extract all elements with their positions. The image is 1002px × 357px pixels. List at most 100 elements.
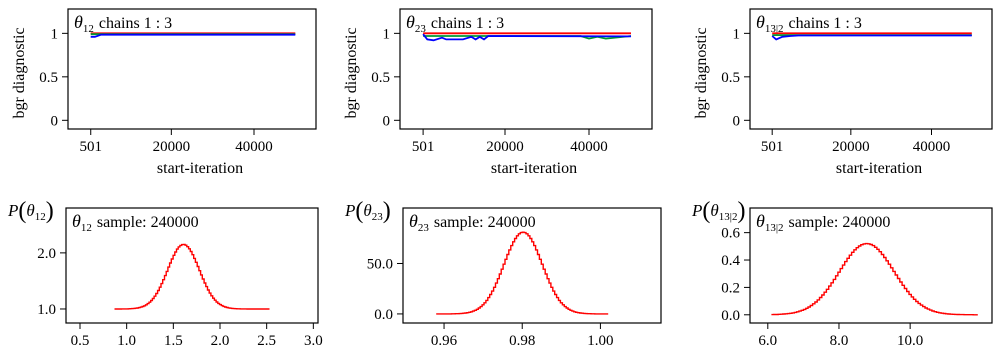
y-tick-label: 1.0 (37, 302, 56, 318)
y-tick-label: 0 (733, 113, 741, 129)
x-axis-label: start-iteration (491, 160, 577, 177)
panel-title-text: chains 1 : 3 (789, 15, 862, 32)
density-y-label-close: ) (737, 198, 745, 224)
series-line-3 (422, 33, 632, 42)
x-tick-label: 501 (79, 139, 102, 155)
panel-title-subscript: 13|2 (765, 222, 784, 234)
plot-frame (65, 207, 319, 324)
y-axis-label: bgr diagnostic (343, 27, 360, 118)
panel-title-text: chains 1 : 3 (431, 15, 504, 32)
panel-title-text: sample: 240000 (97, 214, 199, 231)
y-tick-label: 2.0 (37, 246, 56, 262)
x-tick-label: 1.00 (587, 333, 613, 349)
x-tick-label: 501 (761, 139, 784, 155)
density-y-label-subscript: 12 (35, 211, 46, 223)
x-tick-label: 6.0 (758, 333, 777, 349)
x-tick-label: 1.0 (117, 333, 136, 349)
plot-frame (749, 207, 993, 324)
x-tick-label: 10.0 (897, 333, 923, 349)
panel-title: θ12 chains 1 : 3 (74, 12, 172, 35)
x-tick-label: 0.98 (509, 333, 535, 349)
y-axis-label: bgr diagnostic (11, 27, 28, 118)
x-tick-label: 2.5 (257, 333, 276, 349)
panel-title-symbol: θ (756, 211, 765, 231)
panel-title-text: sample: 240000 (434, 214, 536, 231)
density-y-label-symbol: θ (710, 201, 718, 220)
x-tick-label: 501 (412, 139, 435, 155)
y-tick-label: 1 (733, 26, 741, 42)
x-tick-label: 40000 (570, 139, 608, 155)
x-tick-label: 20000 (832, 139, 870, 155)
y-tick-label: 0.0 (721, 308, 740, 324)
panel-title-subscript: 13|2 (765, 23, 784, 35)
panel-title: θ13|2 chains 1 : 3 (756, 12, 862, 35)
y-tick-label: 1 (51, 26, 59, 42)
density-y-label-open: ( (355, 198, 363, 224)
bgr-panel-1: θ12 chains 1 : 3 501 20000 40000 0 0.5 1 start-i… (11, 8, 317, 177)
panel-title-subscript: 23 (415, 23, 427, 35)
y-tick-label: 0 (383, 113, 391, 129)
panel-title-text: chains 1 : 3 (99, 15, 172, 32)
panel-title-symbol: θ (406, 12, 415, 32)
density-y-label: P(θ12) (7, 198, 54, 224)
x-tick-label: 2.0 (211, 333, 230, 349)
x-tick-label: 40000 (235, 139, 273, 155)
y-tick-label: 0.6 (721, 226, 740, 242)
bgr-panel-2: θ23 chains 1 : 3 501 20000 40000 0 0.5 1 start-i… (343, 8, 653, 177)
y-tick-label: 0.5 (39, 70, 58, 86)
panel-title-symbol: θ (409, 211, 418, 231)
x-tick-label: 3.0 (304, 333, 323, 349)
x-tick-label: 1.5 (164, 333, 183, 349)
y-tick-label: 0.2 (721, 280, 740, 296)
panel-title-symbol: θ (756, 12, 765, 32)
y-tick-label: 0.4 (721, 253, 740, 269)
panel-title-symbol: θ (72, 211, 81, 231)
panel-title-subscript: 12 (83, 23, 94, 35)
density-y-label-open: ( (18, 198, 26, 224)
density-y-label-open: ( (702, 198, 710, 224)
x-tick-label: 20000 (486, 139, 524, 155)
panel-title-subscript: 23 (418, 222, 430, 234)
panel-title-symbol: θ (74, 12, 83, 32)
y-tick-label: 0.0 (374, 307, 393, 323)
density-y-label-symbol: θ (26, 201, 34, 220)
x-axis-label: start-iteration (836, 160, 922, 177)
x-axis-label: start-iteration (157, 160, 243, 177)
density-y-label-close: ) (383, 198, 391, 224)
plot-frame (749, 8, 993, 130)
density-y-label-p: P (344, 201, 355, 220)
x-tick-label: 20000 (153, 139, 191, 155)
density-y-label-p: P (691, 201, 702, 220)
density-y-label-subscript: 13|2 (719, 211, 738, 223)
y-axis-label: bgr diagnostic (693, 27, 710, 118)
x-tick-label: 0.5 (71, 333, 90, 349)
y-tick-label: 0.5 (721, 70, 740, 86)
bgr-panel-3: θ13|2 chains 1 : 3 501 20000 40000 0 0.5 1 start… (693, 8, 993, 177)
y-tick-label: 50.0 (367, 256, 393, 272)
density-curve (771, 242, 978, 316)
density-y-label-symbol: θ (363, 201, 371, 220)
panel-title: θ13|2 sample: 240000 (756, 211, 890, 234)
series-line-3 (90, 33, 296, 38)
density-y-label-close: ) (46, 198, 54, 224)
panel-title-text: sample: 240000 (789, 214, 891, 231)
panel-title-subscript: 12 (81, 222, 92, 234)
density-curve (436, 231, 609, 315)
density-curve (114, 243, 270, 310)
density-y-label: P(θ13|2) (691, 198, 745, 224)
plot-frame (402, 207, 662, 324)
panel-title: θ12 sample: 240000 (72, 211, 199, 234)
x-tick-label: 40000 (913, 139, 951, 155)
plot-frame (67, 8, 317, 130)
y-tick-label: 0.5 (371, 70, 390, 86)
y-tick-label: 1 (383, 26, 391, 42)
x-tick-label: 8.0 (830, 333, 849, 349)
density-y-label: P(θ23) (344, 198, 391, 224)
series-line-3 (771, 34, 972, 41)
density-y-label-p: P (7, 201, 18, 220)
x-tick-label: 0.96 (431, 333, 458, 349)
